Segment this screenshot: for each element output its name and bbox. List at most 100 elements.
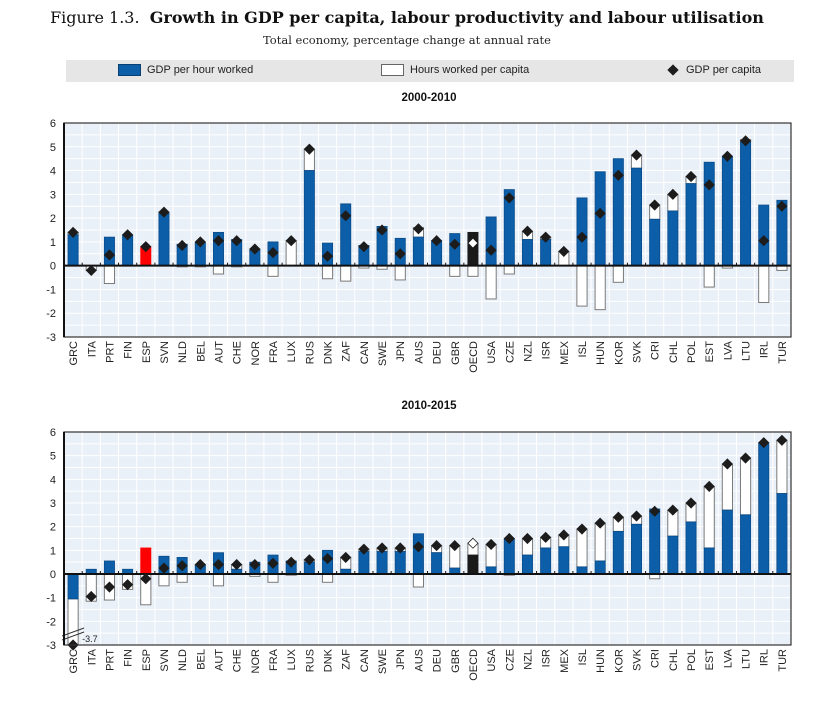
bar-hours-worked-est: [703, 485, 715, 549]
bar-hours-worked-oecd: [467, 265, 479, 277]
x-tick-label-lux: LUX: [286, 648, 298, 670]
marker-gdp-per-capita-ita: [85, 264, 97, 276]
x-tick-label-dnk: DNK: [323, 340, 335, 364]
y-tick-label: 0: [50, 261, 56, 273]
marker-gdp-per-capita-swe: [376, 542, 388, 554]
bar-gdp-per-hour-aus: [412, 236, 424, 267]
axis-break-mark: [61, 631, 85, 641]
marker-gdp-per-capita-lva: [721, 150, 733, 162]
bar-gdp-per-hour-swe: [376, 551, 388, 575]
marker-gdp-per-capita-aus: [412, 541, 424, 553]
marker-gdp-per-capita-cri: [649, 505, 661, 517]
x-tick-label-prt: PRT: [104, 649, 116, 671]
y-tick-label: 3: [50, 498, 56, 510]
marker-gdp-per-capita-kor: [612, 169, 624, 181]
bar-gdp-per-hour-esp: [140, 547, 152, 575]
marker-gdp-per-capita-bel: [194, 236, 206, 248]
x-tick-label-mex: MEX: [559, 648, 571, 673]
x-tick-label-chl: CHL: [668, 341, 680, 363]
marker-gdp-per-capita-est: [703, 480, 715, 492]
marker-gdp-per-capita-tur: [776, 200, 788, 212]
y-tick-label: 2: [50, 522, 56, 534]
bar-gdp-per-hour-chl: [667, 535, 679, 575]
y-tick-label: 4: [50, 166, 56, 178]
marker-gdp-per-capita-jpn: [394, 542, 406, 554]
diamond-marker-icon: [667, 64, 679, 76]
x-tick-label-tur: TUR: [777, 341, 789, 364]
x-tick-label-tur: TUR: [777, 649, 789, 672]
marker-gdp-per-capita-lux: [285, 556, 297, 568]
bar-gdp-per-hour-oecd: [467, 554, 479, 575]
bar-gdp-per-hour-isl: [576, 566, 588, 575]
bar-gdp-per-hour-chl: [667, 210, 679, 267]
x-tick-label-can: CAN: [359, 649, 371, 672]
x-tick-label-pol: POL: [686, 341, 698, 363]
marker-gdp-per-capita-prt: [103, 249, 116, 261]
bar-hours-worked-nld: [176, 573, 188, 583]
legend-item-gdp-per-capita: GDP per capita: [667, 64, 762, 76]
bar-gdp-per-hour-usa: [485, 566, 497, 575]
bar-hours-worked-tur: [776, 439, 788, 495]
x-tick-label-ita: ITA: [86, 340, 98, 357]
legend-label: GDP per capita: [686, 64, 762, 76]
x-tick-label-oecd: OECD: [468, 649, 480, 681]
bar-gdp-per-hour-deu: [431, 552, 443, 575]
figure-title-text: Growth in GDP per capita, labour product…: [149, 8, 764, 27]
marker-gdp-per-capita-grc: [67, 226, 79, 238]
x-tick-label-lux: LUX: [286, 340, 298, 362]
x-tick-label-zaf: ZAF: [341, 341, 353, 362]
bar-gdp-per-hour-tur: [776, 493, 788, 575]
x-tick-label-jpn: JPN: [395, 341, 407, 362]
bar-gdp-per-hour-cri: [649, 218, 661, 267]
x-tick-label-cze: CZE: [504, 341, 516, 363]
x-tick-label-chl: CHL: [668, 649, 680, 671]
x-tick-label-nzl: NZL: [522, 341, 534, 362]
y-tick-label: 5: [50, 142, 56, 154]
y-tick-label: 3: [50, 189, 56, 201]
y-tick-label: 4: [50, 474, 56, 486]
x-tick-label-lva: LVA: [722, 648, 734, 668]
x-tick-label-grc: GRC: [68, 649, 80, 674]
bar-hours-worked-ltu: [739, 457, 752, 516]
legend-label: Hours worked per capita: [410, 64, 530, 76]
blue-bar-swatch-icon: [118, 64, 141, 76]
bar-hours-worked-gbr: [449, 265, 461, 277]
marker-gdp-per-capita-bel: [194, 558, 206, 571]
marker-gdp-per-capita-jpn: [394, 248, 406, 260]
bar-gdp-per-hour-svk: [631, 523, 643, 575]
x-tick-label-irl: IRL: [759, 649, 771, 666]
marker-gdp-per-capita-isr: [540, 531, 552, 543]
x-tick-label-cze: CZE: [504, 649, 516, 671]
marker-gdp-per-capita-ltu: [739, 135, 752, 147]
marker-gdp-per-capita-gbr: [449, 540, 461, 552]
bar-hours-worked-jpn: [394, 265, 406, 281]
marker-gdp-per-capita-ltu: [739, 452, 752, 464]
x-tick-label-jpn: JPN: [395, 649, 407, 670]
x-tick-label-pol: POL: [686, 649, 698, 671]
marker-gdp-per-capita-svk: [630, 149, 643, 161]
x-tick-label-esp: ESP: [141, 341, 153, 363]
x-tick-label-bel: BEL: [195, 341, 207, 362]
y-tick-label: -3: [46, 332, 56, 344]
marker-gdp-per-capita-irl: [758, 235, 770, 247]
bar-gdp-per-hour-est: [703, 161, 715, 267]
x-tick-label-ita: ITA: [86, 648, 98, 665]
y-tick-label: -1: [46, 284, 56, 296]
marker-gdp-per-capita-svn: [158, 206, 170, 218]
marker-gdp-per-capita-deu: [431, 540, 443, 552]
figure-title: Figure 1.3. Growth in GDP per capita, la…: [0, 8, 814, 27]
axis-break-mark: [61, 627, 85, 637]
y-tick-label: -1: [46, 593, 56, 605]
marker-gdp-per-capita-svn: [158, 562, 170, 574]
bar-gdp-per-hour-grc: [67, 234, 79, 267]
x-tick-label-che: CHE: [232, 341, 244, 364]
marker-gdp-per-capita-usa: [485, 244, 497, 256]
x-tick-label-nzl: NZL: [522, 649, 534, 670]
bar-gdp-per-hour-ltu: [740, 514, 752, 575]
bar-hours-worked-cze: [503, 265, 515, 275]
x-tick-label-irl: IRL: [759, 341, 771, 358]
x-tick-label-isr: ISR: [541, 649, 553, 667]
marker-gdp-per-capita-oecd: [467, 537, 479, 549]
y-tick-label: 6: [50, 118, 56, 130]
x-tick-label-gbr: GBR: [450, 341, 462, 365]
